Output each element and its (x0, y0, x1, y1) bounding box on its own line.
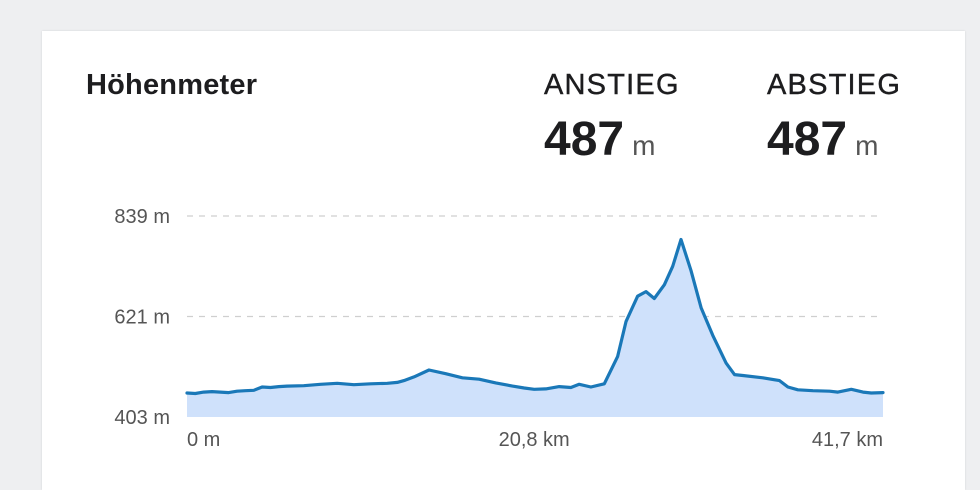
y-tick-label: 403 m (114, 407, 170, 429)
descent-unit: m (855, 130, 879, 161)
ascent-stat: ANSTIEG 487 m (544, 69, 680, 167)
card-title: Höhenmeter (86, 69, 258, 101)
area-layer (185, 237, 885, 417)
label-layer: 839 m 621 m 403 m 0 m 20,8 km 41,7 km (114, 206, 883, 451)
descent-label: ABSTIEG (767, 69, 902, 101)
x-tick-label: 0 m (187, 429, 220, 451)
x-tick-label: 41,7 km (812, 429, 883, 451)
descent-stat: ABSTIEG 487 m (767, 69, 901, 167)
ascent-value: 487 (544, 113, 625, 166)
elevation-line (185, 237, 885, 396)
descent-value-row: 487 m (767, 112, 901, 167)
ascent-unit: m (632, 130, 656, 161)
ascent-label: ANSTIEG (544, 69, 680, 101)
elevation-card: Höhenmeter ANSTIEG 487 m ABSTIEG 487 m 839… (42, 31, 965, 490)
y-tick-label: 839 m (114, 206, 170, 228)
elevation-area-fill (187, 239, 883, 417)
y-tick-label: 621 m (114, 307, 170, 329)
descent-value: 487 (767, 113, 848, 166)
elevation-chart: 839 m 621 m 403 m 0 m 20,8 km 41,7 km (114, 206, 885, 451)
ascent-value-row: 487 m (544, 112, 680, 167)
grid-layer (187, 215, 883, 318)
x-tick-label: 20,8 km (499, 429, 570, 451)
